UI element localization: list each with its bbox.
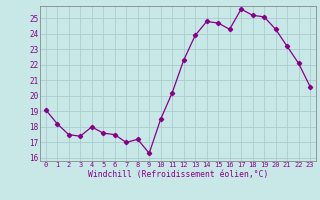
X-axis label: Windchill (Refroidissement éolien,°C): Windchill (Refroidissement éolien,°C) (88, 170, 268, 179)
